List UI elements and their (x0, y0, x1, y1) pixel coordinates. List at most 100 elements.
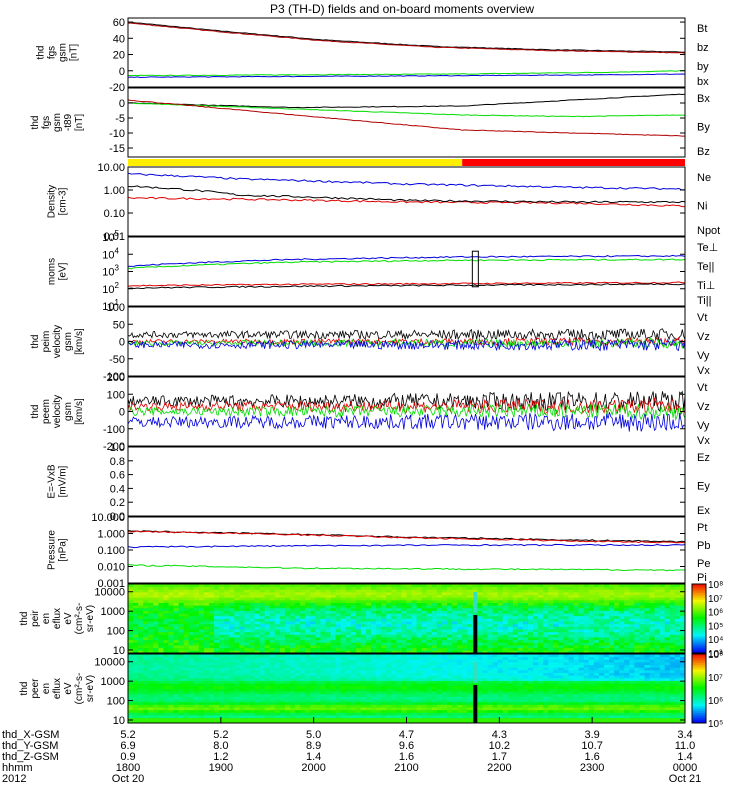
heatmap-cell (609, 602, 615, 606)
colorbar-cell (692, 589, 706, 592)
heatmap-cell (426, 701, 433, 705)
heatmap-cell (163, 669, 169, 673)
heatmap-cell (411, 717, 418, 721)
heatmap-cell (300, 650, 306, 654)
legend-entry-Ti||: Ti|| (697, 295, 711, 307)
heatmap-cell (517, 602, 524, 606)
heatmap-cell (452, 661, 458, 666)
heatmap-cell (573, 599, 580, 603)
heatmap-cell (365, 597, 372, 601)
heatmap-cell (679, 597, 686, 601)
heatmap-cell (330, 637, 337, 641)
heatmap-cell (148, 607, 154, 611)
heatmap-cell (436, 707, 443, 711)
heatmap-cell (350, 599, 357, 603)
heatmap-cell (325, 618, 331, 622)
heatmap-cell (558, 602, 564, 606)
heatmap-cell (386, 667, 392, 671)
heatmap-cell (482, 629, 488, 633)
heatmap-cell (406, 654, 412, 658)
heatmap-cell (224, 594, 230, 598)
heatmap-cell (269, 709, 276, 713)
heatmap-cell (629, 623, 635, 627)
heatmap-cell (305, 691, 311, 695)
heatmap-cell (401, 645, 407, 649)
heatmap-cell (153, 654, 159, 658)
heatmap-cell (305, 642, 311, 646)
heatmap-cell (284, 675, 291, 679)
heatmap-cell (355, 626, 362, 630)
heatmap-cell (128, 717, 134, 721)
heatmap-cell (543, 618, 549, 622)
heatmap-cell (467, 637, 473, 641)
heatmap-cell (371, 623, 377, 627)
heatmap-cell (360, 669, 367, 673)
heatmap-cell (507, 621, 514, 625)
heatmap-cell (522, 591, 529, 596)
heatmap-cell (426, 621, 433, 625)
heatmap-cell (558, 605, 564, 609)
heatmap-cell (447, 591, 453, 596)
heatmap-cell (467, 664, 473, 668)
heatmap-cell (153, 680, 159, 684)
heatmap-cell (654, 610, 661, 614)
heatmap-cell (355, 586, 362, 590)
heatmap-cell (416, 591, 423, 596)
heatmap-cell (391, 707, 397, 711)
y-axis-label: thd peim velocity gsm [km/s] (30, 325, 85, 358)
heatmap-cell (421, 701, 428, 705)
heatmap-cell (183, 654, 190, 658)
heatmap-cell (249, 605, 255, 609)
heatmap-cell (335, 704, 342, 708)
heatmap-cell (416, 637, 423, 641)
heatmap-cell (214, 615, 220, 619)
heatmap-cell (300, 602, 306, 606)
heatmap-cell (315, 672, 321, 676)
heatmap-cell (381, 599, 387, 603)
heatmap-cell (416, 618, 423, 622)
heatmap-cell (290, 707, 296, 711)
heatmap-cell (528, 602, 534, 606)
heatmap-cell (254, 688, 261, 692)
heatmap-cell (305, 605, 311, 609)
heatmap-cell (229, 677, 235, 681)
heatmap-cell (467, 683, 473, 687)
heatmap-cell (492, 610, 499, 614)
series-line-Ne (127, 196, 685, 208)
heatmap-cell (441, 688, 448, 692)
heatmap-cell (507, 637, 514, 641)
heatmap-cell (674, 645, 681, 649)
heatmap-cell (295, 626, 301, 630)
heatmap-cell (467, 639, 473, 643)
heatmap-cell (249, 594, 255, 598)
heatmap-cell (441, 623, 448, 627)
heatmap-cell (325, 645, 331, 649)
heatmap-cell (583, 589, 590, 593)
heatmap-cell (279, 618, 286, 622)
heatmap-cell (188, 607, 195, 611)
heatmap-cell (477, 712, 483, 716)
heatmap-cell (573, 589, 580, 593)
heatmap-cell (128, 677, 134, 681)
heatmap-cell (533, 621, 539, 625)
heatmap-cell (330, 672, 337, 676)
heatmap-cell (436, 623, 443, 627)
heatmap-cell (411, 626, 418, 630)
heatmap-cell (279, 691, 286, 695)
heatmap-cell (629, 613, 635, 617)
heatmap-cell (639, 647, 645, 651)
heatmap-cell (259, 623, 266, 627)
heatmap-cell (497, 613, 504, 617)
heatmap-cell (426, 712, 433, 716)
heatmap-cell (330, 699, 337, 703)
heatmap-cell (593, 610, 600, 614)
heatmap-cell (578, 589, 585, 593)
heatmap-cell (679, 623, 686, 627)
heatmap-cell (548, 607, 554, 611)
heatmap-cell (229, 634, 235, 638)
heatmap-cell (522, 615, 529, 619)
heatmap-cell (487, 621, 493, 625)
heatmap-cell (335, 650, 342, 654)
heatmap-cell (492, 642, 499, 646)
heatmap-cell (462, 629, 468, 633)
